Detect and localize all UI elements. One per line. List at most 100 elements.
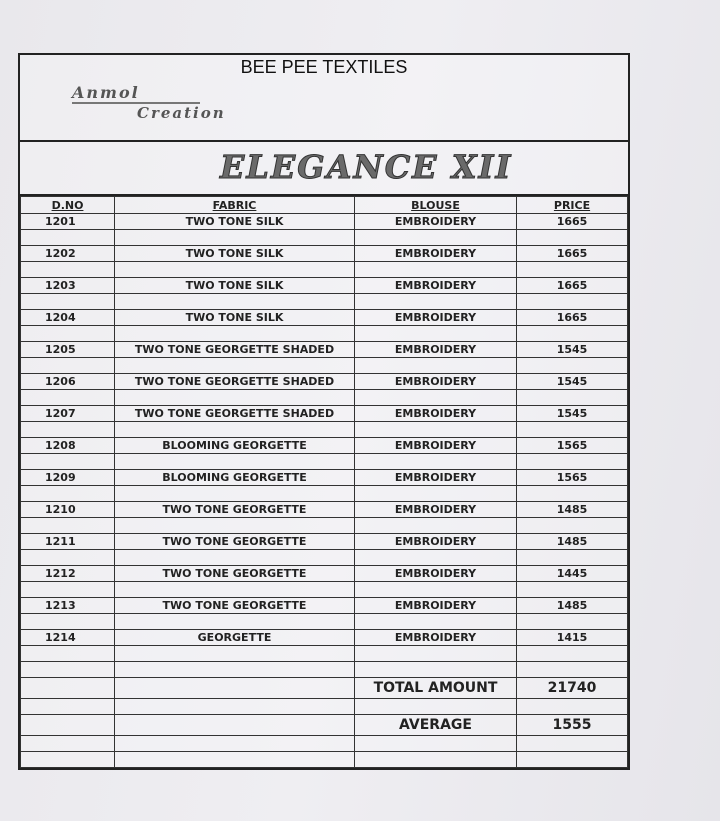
blank-cell <box>354 229 517 246</box>
design-number: 1210 <box>20 501 115 518</box>
blank-cell <box>516 261 628 278</box>
blank-cell <box>20 261 115 278</box>
blank-cell <box>20 453 115 470</box>
design-number: 1211 <box>20 533 115 550</box>
blank-cell <box>20 698 115 715</box>
blank-cell <box>516 661 628 678</box>
fabric: TWO TONE GEORGETTE <box>114 501 355 518</box>
blank-cell <box>516 229 628 246</box>
company-name: BEE PEE TEXTILES <box>240 57 408 77</box>
blank-row <box>20 517 628 534</box>
blank-cell <box>114 714 355 736</box>
catalog-title: ELEGANCE XII <box>219 148 513 187</box>
blank-cell <box>516 517 628 534</box>
table-row: 1205 TWO TONE GEORGETTE SHADED EMBROIDERY 1… <box>20 341 628 358</box>
blank-row <box>20 293 628 310</box>
blank-row <box>20 698 628 715</box>
fabric: GEORGETTE <box>114 629 355 646</box>
fabric: TWO TONE SILK <box>114 309 355 326</box>
blank-cell <box>114 261 355 278</box>
price: 1445 <box>516 565 628 582</box>
blank-cell <box>354 751 517 768</box>
blank-row <box>20 261 628 278</box>
blank-cell <box>354 517 517 534</box>
table-row: 1201 TWO TONE SILK EMBROIDERY 1665 <box>20 213 628 230</box>
blank-row <box>20 453 628 470</box>
table-row: 1207 TWO TONE GEORGETTE SHADED EMBROIDERY 1… <box>20 405 628 422</box>
blank-cell <box>20 485 115 502</box>
blank-cell <box>114 485 355 502</box>
price: 1665 <box>516 245 628 262</box>
blank-row <box>20 613 628 630</box>
logo-line-1: Anmol <box>72 83 200 104</box>
fabric: TWO TONE GEORGETTE <box>114 533 355 550</box>
blank-cell <box>114 698 355 715</box>
blank-row <box>20 421 628 438</box>
fabric: TWO TONE GEORGETTE <box>114 597 355 614</box>
blank-cell <box>20 661 115 678</box>
blank-cell <box>20 581 115 598</box>
price-list-sheet: BEE PEE TEXTILES Anmol Creation ELEGANCE… <box>18 53 630 770</box>
blank-cell <box>20 293 115 310</box>
blouse: EMBROIDERY <box>354 405 517 422</box>
design-number: 1213 <box>20 597 115 614</box>
blank-cell <box>516 613 628 630</box>
blank-cell <box>20 389 115 406</box>
blank-cell <box>354 293 517 310</box>
blank-cell <box>114 421 355 438</box>
blank-row <box>20 549 628 566</box>
design-number: 1202 <box>20 245 115 262</box>
price: 1415 <box>516 629 628 646</box>
table-row: 1213 TWO TONE GEORGETTE EMBROIDERY 1485 <box>20 597 628 614</box>
column-header-blouse: BLOUSE <box>354 196 517 214</box>
blank-cell <box>20 677 115 699</box>
column-header-fabric: FABRIC <box>114 196 355 214</box>
blank-cell <box>516 735 628 752</box>
price: 1565 <box>516 469 628 486</box>
blank-cell <box>20 751 115 768</box>
blouse: EMBROIDERY <box>354 373 517 390</box>
blank-cell <box>20 735 115 752</box>
price: 1665 <box>516 213 628 230</box>
blank-cell <box>354 613 517 630</box>
blouse: EMBROIDERY <box>354 469 517 486</box>
table-row: 1203 TWO TONE SILK EMBROIDERY 1665 <box>20 277 628 294</box>
table-row: 1206 TWO TONE GEORGETTE SHADED EMBROIDERY 1… <box>20 373 628 390</box>
blank-row <box>20 645 628 662</box>
fabric: TWO TONE GEORGETTE <box>114 565 355 582</box>
blank-cell <box>20 549 115 566</box>
table-row: 1210 TWO TONE GEORGETTE EMBROIDERY 1485 <box>20 501 628 518</box>
fabric: BLOOMING GEORGETTE <box>114 437 355 454</box>
blouse: EMBROIDERY <box>354 629 517 646</box>
blank-cell <box>354 735 517 752</box>
design-number: 1207 <box>20 405 115 422</box>
fabric: TWO TONE SILK <box>114 213 355 230</box>
blank-cell <box>20 421 115 438</box>
average-row: AVERAGE 1555 <box>20 714 628 736</box>
blank-cell <box>516 751 628 768</box>
blank-row <box>20 325 628 342</box>
blank-row <box>20 581 628 598</box>
total-row-label: TOTAL AMOUNT <box>354 677 517 699</box>
blank-cell <box>20 613 115 630</box>
blank-cell <box>516 293 628 310</box>
blank-cell <box>516 389 628 406</box>
blank-cell <box>114 325 355 342</box>
blank-cell <box>354 453 517 470</box>
blouse: EMBROIDERY <box>354 341 517 358</box>
table-row: 1204 TWO TONE SILK EMBROIDERY 1665 <box>20 309 628 326</box>
design-number: 1212 <box>20 565 115 582</box>
average-row-label: AVERAGE <box>354 714 517 736</box>
price: 1545 <box>516 373 628 390</box>
average-row-value: 1555 <box>516 714 628 736</box>
blank-cell <box>20 325 115 342</box>
price: 1565 <box>516 437 628 454</box>
blank-cell <box>114 229 355 246</box>
table-row: 1202 TWO TONE SILK EMBROIDERY 1665 <box>20 245 628 262</box>
blank-cell <box>114 517 355 534</box>
blank-cell <box>354 261 517 278</box>
blank-cell <box>114 735 355 752</box>
blank-cell <box>20 645 115 662</box>
blank-cell <box>20 357 115 374</box>
blank-cell <box>114 661 355 678</box>
